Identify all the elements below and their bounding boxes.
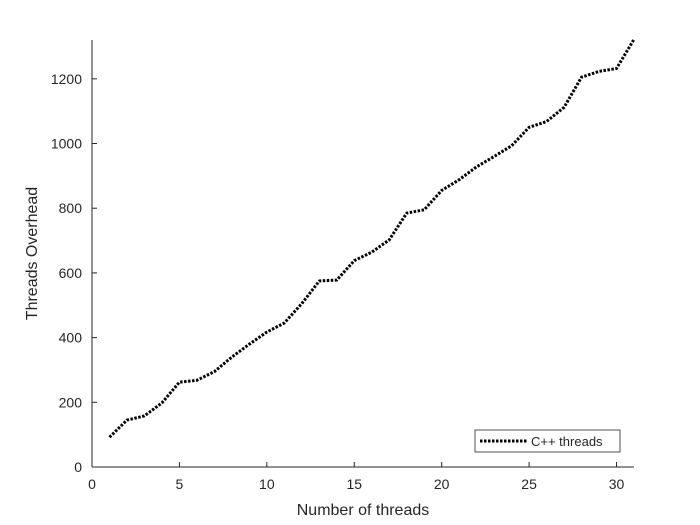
y-tick-label: 400 bbox=[59, 330, 83, 346]
series-layer bbox=[108, 38, 636, 439]
axes bbox=[91, 40, 634, 468]
x-tick-label: 10 bbox=[259, 476, 275, 492]
y-tick-label: 1200 bbox=[51, 71, 82, 87]
y-tick-label: 800 bbox=[59, 200, 83, 216]
y-tick-label: 1000 bbox=[51, 136, 82, 152]
x-tick-label: 20 bbox=[434, 476, 450, 492]
legend: C++ threads bbox=[474, 429, 621, 453]
x-tick-label: 15 bbox=[346, 476, 362, 492]
x-tick-label: 30 bbox=[609, 476, 625, 492]
y-tick-label: 200 bbox=[59, 394, 83, 410]
y-tick-label: 0 bbox=[74, 459, 82, 475]
y-tick-label: 600 bbox=[59, 265, 83, 281]
y-axis-label: Threads Overhead bbox=[24, 187, 41, 320]
x-tick-label: 5 bbox=[176, 476, 184, 492]
x-tick-label: 0 bbox=[88, 476, 96, 492]
legend-box bbox=[474, 429, 621, 453]
x-tick-label: 25 bbox=[521, 476, 537, 492]
ticks: 0 5 10 15 20 25 30 0 200 400 600 800 1000 1200 bbox=[51, 71, 625, 492]
x-axis-label: Number of threads bbox=[297, 502, 430, 519]
legend-entry-label: C++ threads bbox=[531, 434, 603, 449]
series-line-0 bbox=[108, 38, 636, 439]
